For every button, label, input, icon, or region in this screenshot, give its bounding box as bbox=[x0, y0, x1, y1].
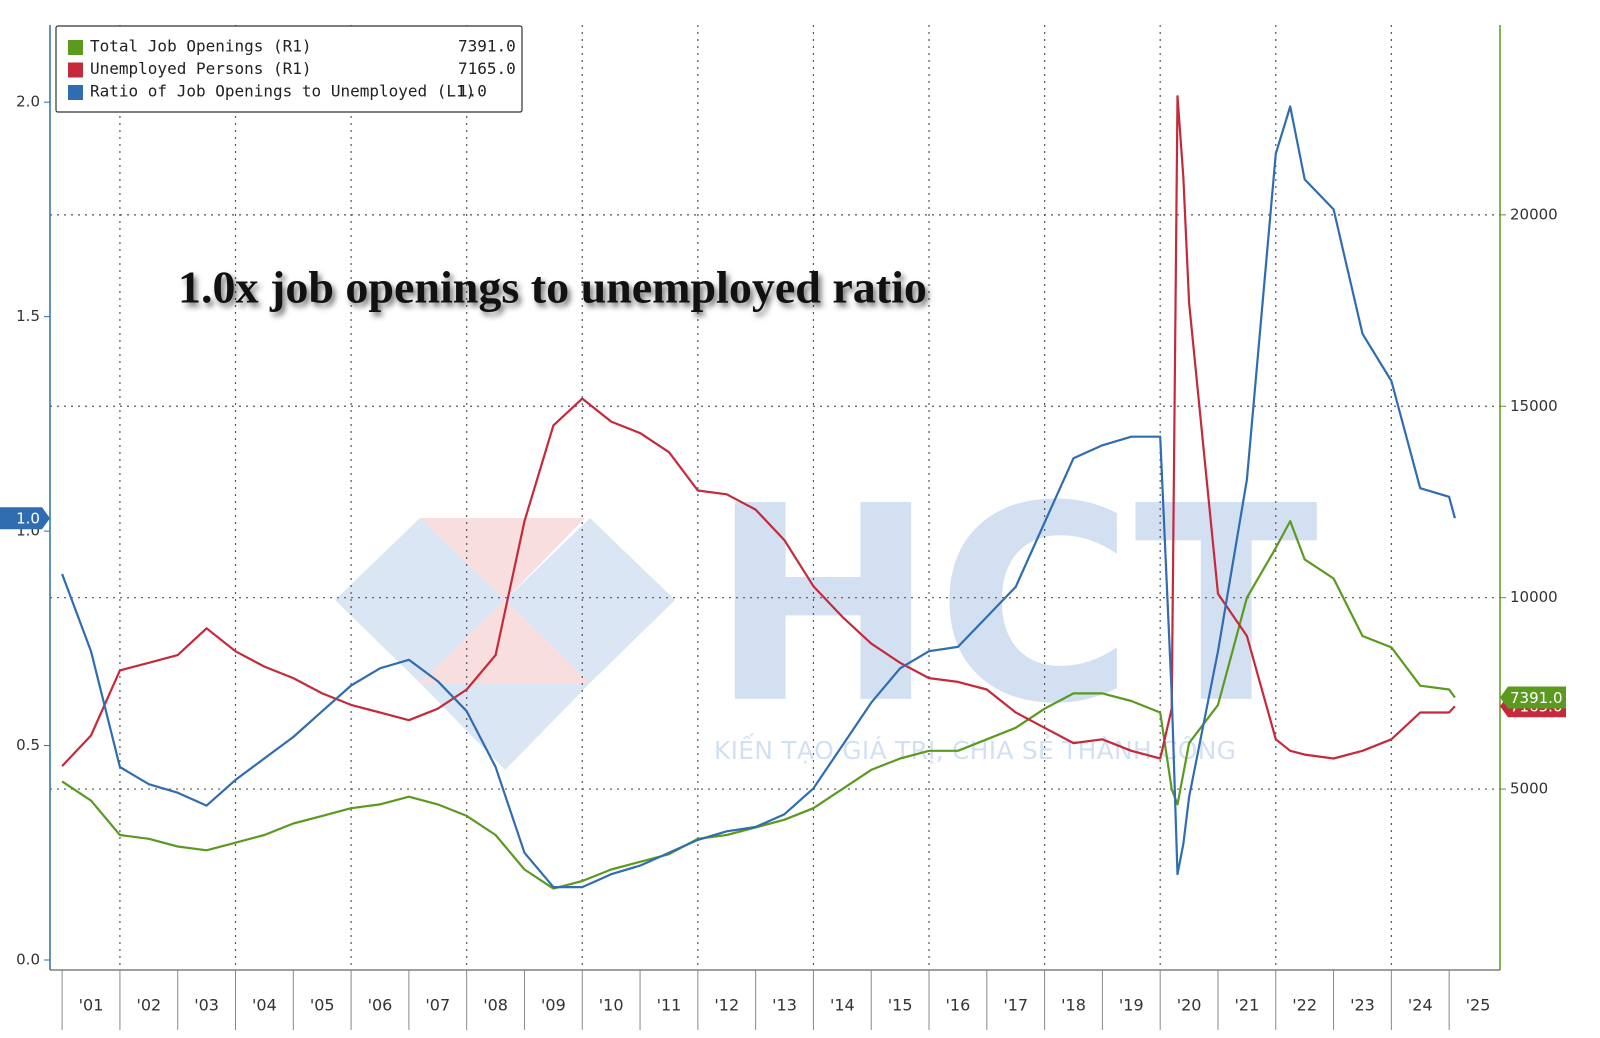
watermark-logo: HCT bbox=[710, 448, 1320, 763]
x-tick-label: '21 bbox=[1234, 996, 1259, 1015]
watermark-shape bbox=[505, 518, 675, 683]
watermark-shape bbox=[420, 518, 585, 600]
x-tick-label: '17 bbox=[1003, 996, 1028, 1015]
legend-value: 1.0 bbox=[458, 82, 487, 101]
x-tick-label: '07 bbox=[425, 996, 450, 1015]
watermark-shape bbox=[335, 518, 505, 683]
x-tick-label: '23 bbox=[1350, 996, 1375, 1015]
x-tick-label: '18 bbox=[1061, 996, 1086, 1015]
series-line bbox=[61, 95, 1456, 767]
x-tick-label: '04 bbox=[252, 996, 277, 1015]
legend-swatch bbox=[68, 62, 83, 78]
x-tick-label: '02 bbox=[136, 996, 161, 1015]
watermark-tagline: KIẾN TẠO GIÁ TRỊ, CHIA SẺ THÀNH CÔNG bbox=[714, 733, 1236, 765]
y-tick-label: 0.0 bbox=[16, 951, 40, 969]
legend-label: Total Job Openings (R1) bbox=[90, 37, 312, 56]
watermark-shape bbox=[420, 600, 590, 683]
x-tick-label: '16 bbox=[946, 996, 971, 1015]
y-tick-label: 0.5 bbox=[16, 736, 40, 754]
value-tag bbox=[0, 507, 50, 530]
value-tag bbox=[1500, 686, 1566, 709]
legend-swatch bbox=[68, 85, 83, 100]
y-tick-label: 2.0 bbox=[16, 93, 40, 111]
legend-swatch bbox=[68, 40, 83, 55]
legend: Total Job Openings (R1) 7391.0 Unemployed … bbox=[55, 25, 523, 113]
x-tick-label: '20 bbox=[1177, 996, 1202, 1015]
y2-tick-label: 15000 bbox=[1510, 397, 1558, 415]
watermark-shape bbox=[420, 683, 590, 770]
legend-box bbox=[55, 25, 523, 113]
x-tick-label: '09 bbox=[541, 996, 566, 1015]
value-tag-label: 7391.0 bbox=[1510, 689, 1563, 707]
watermark: HCT KIẾN TẠO GIÁ TRỊ, CHIA SẺ THÀNH CÔNG bbox=[335, 448, 1320, 770]
x-tick-label: '15 bbox=[888, 996, 913, 1015]
legend-label: Unemployed Persons (R1) bbox=[90, 59, 312, 78]
x-tick-label: '06 bbox=[368, 996, 393, 1015]
annotation: 1.0x job openings to unemployed ratio bbox=[178, 262, 927, 313]
x-tick-label: '13 bbox=[772, 996, 797, 1015]
legend-value: 7391.0 bbox=[458, 37, 516, 56]
legend-label: Ratio of Job Openings to Unemployed (L1) bbox=[90, 82, 475, 101]
x-tick-label: '08 bbox=[483, 996, 508, 1015]
x-tick-label: '14 bbox=[830, 996, 855, 1015]
y2-tick-label: 10000 bbox=[1510, 588, 1558, 606]
x-tick-label: '01 bbox=[79, 996, 104, 1015]
x-tick-label: '05 bbox=[310, 996, 335, 1015]
x-tick-label: '12 bbox=[714, 996, 739, 1015]
x-tick-label: '24 bbox=[1408, 996, 1433, 1015]
series-line bbox=[61, 520, 1456, 890]
y-tick-label: 1.5 bbox=[16, 307, 40, 325]
x-tick-label: '10 bbox=[599, 996, 624, 1015]
axes: 0.0 0.5 1.0 1.5 2.0 5000 10000 15000 20000 '01 '02… bbox=[0, 25, 1566, 1030]
x-tick-label: '03 bbox=[194, 996, 219, 1015]
x-tick-label: '25 bbox=[1466, 996, 1491, 1015]
x-tick-label: '19 bbox=[1119, 996, 1144, 1015]
lines bbox=[61, 95, 1456, 890]
y2-tick-label: 20000 bbox=[1510, 205, 1558, 223]
y2-tick-label: 5000 bbox=[1510, 780, 1548, 798]
x-tick-label: '11 bbox=[657, 996, 682, 1015]
value-tag-label: 1.0 bbox=[16, 510, 40, 528]
legend-value: 7165.0 bbox=[458, 59, 516, 78]
series-line bbox=[61, 105, 1456, 889]
x-tick-label: '22 bbox=[1292, 996, 1317, 1015]
